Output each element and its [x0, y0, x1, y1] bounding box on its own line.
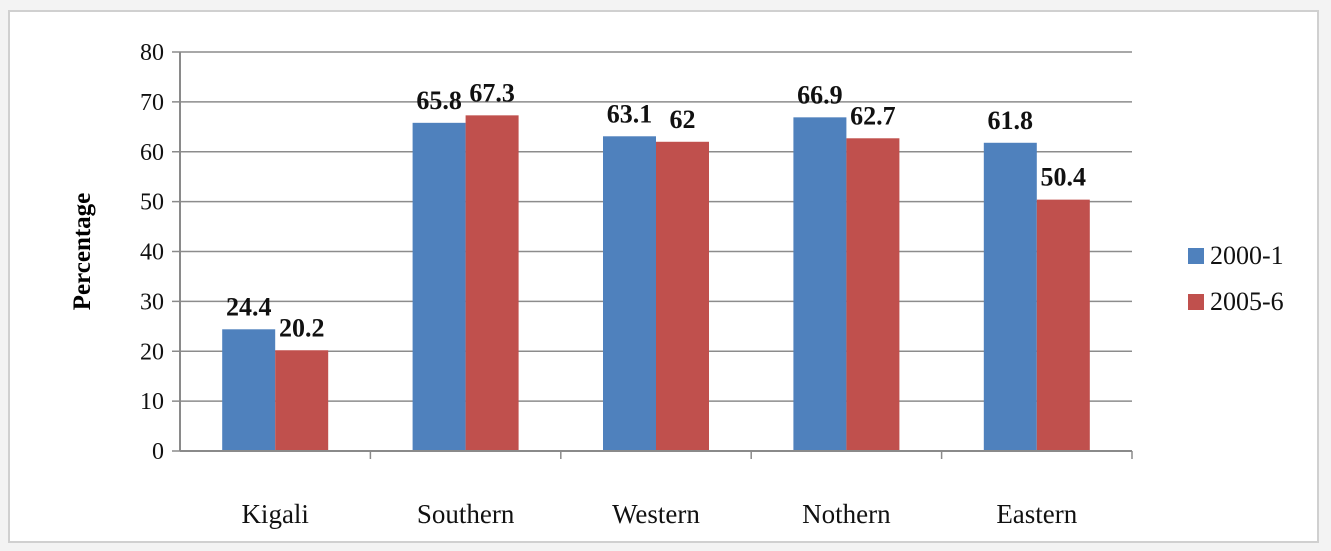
- y-tick-label: 50: [140, 190, 164, 216]
- bar-2005-6: [656, 141, 709, 451]
- x-category-label: Nothern: [802, 499, 891, 529]
- y-tick-label: 40: [140, 240, 164, 266]
- x-category-label: Kigali: [241, 499, 309, 529]
- bar-2000-1: [983, 142, 1037, 451]
- data-label-2000-1: 66.9: [797, 80, 843, 109]
- bar-chart: 0 10 20 30 40 50 60 70 80 24.420.2 65.8 67.3 63.1 62…: [69, 40, 1284, 529]
- y-tick-label: 30: [140, 289, 164, 315]
- legend-label: 2000-1: [1210, 241, 1284, 270]
- bars: [222, 115, 1090, 452]
- y-tick-label: 0: [152, 439, 164, 465]
- data-label-2000-1: 63.1: [607, 99, 653, 128]
- y-tick-label: 20: [140, 339, 164, 365]
- bar-2000-1: [793, 117, 847, 452]
- bar-2000-1: [412, 122, 466, 451]
- data-label-2000-1: 24.4: [226, 292, 272, 321]
- legend-label: 2005-6: [1210, 287, 1284, 316]
- data-label-2005-6: 62: [670, 105, 696, 134]
- data-labels: 24.420.2 65.8 67.3 63.1 62 66.962.7 61.850.4: [226, 78, 1086, 342]
- legend-swatch: [1188, 248, 1204, 264]
- y-axis-title: Percentage: [69, 193, 96, 311]
- data-label-2005-6: 20.2: [279, 313, 325, 342]
- data-label-2000-1: 65.8: [416, 86, 462, 115]
- y-tick-label: 70: [140, 90, 164, 116]
- data-label-2005-6: 50.4: [1041, 163, 1087, 192]
- data-label-2000-1: 61.8: [988, 106, 1034, 135]
- x-axis-categories: Kigali Southern Western Nothern Eastern: [241, 451, 1133, 529]
- legend-swatch: [1188, 294, 1204, 310]
- bar-2005-6: [1036, 199, 1090, 451]
- y-axis-ticks: 0 10 20 30 40 50 60 70 80: [140, 40, 180, 465]
- x-category-label: Eastern: [996, 499, 1077, 529]
- data-label-2005-6: 67.3: [469, 78, 515, 107]
- bar-2000-1: [222, 329, 276, 451]
- bar-2000-1: [603, 136, 656, 451]
- x-category-label: Southern: [417, 499, 515, 529]
- bar-2005-6: [275, 350, 329, 451]
- y-tick-label: 80: [140, 40, 164, 66]
- x-category-label: Western: [612, 499, 700, 529]
- y-tick-label: 10: [140, 389, 164, 415]
- data-label-2005-6: 62.7: [850, 101, 896, 130]
- bar-2005-6: [846, 138, 900, 451]
- legend: 2000-1 2005-6: [1188, 241, 1284, 316]
- chart-frame: 0 10 20 30 40 50 60 70 80 24.4 20.2 65.8 67.3 63.1 62…: [8, 10, 1319, 543]
- bar-2005-6: [465, 115, 519, 451]
- y-tick-label: 60: [140, 140, 164, 166]
